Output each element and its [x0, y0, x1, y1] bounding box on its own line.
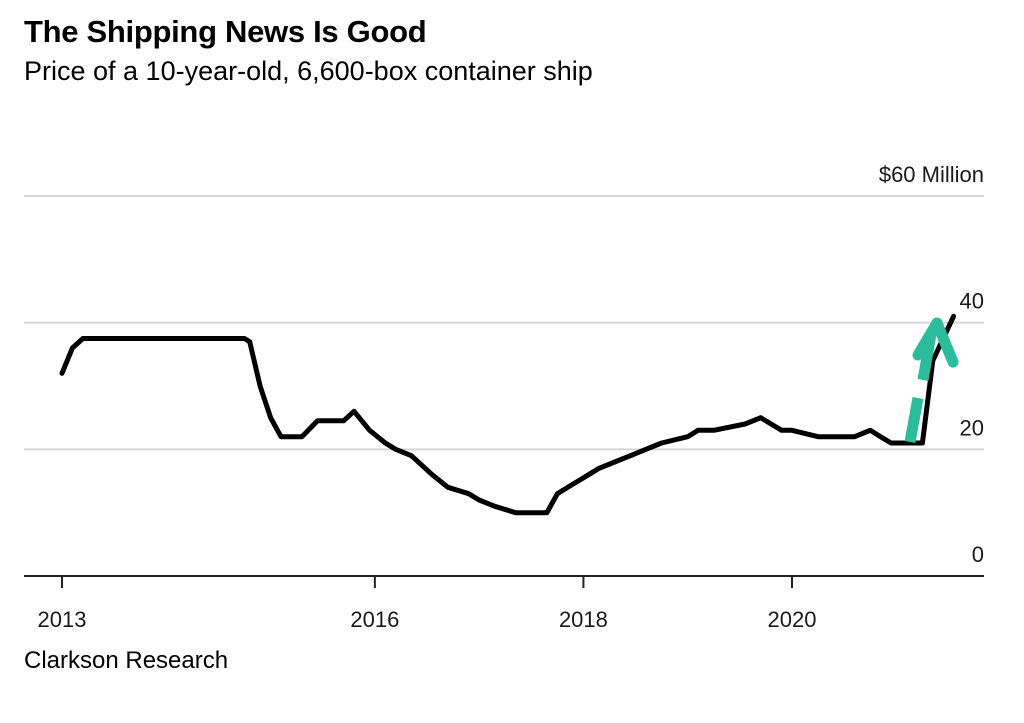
arrow-annotation	[904, 317, 959, 443]
gridlines	[24, 195, 984, 451]
arrow-head	[912, 317, 959, 368]
arrow-dash	[904, 397, 924, 443]
x-tick-label: 2018	[559, 607, 608, 632]
series-lines	[59, 313, 957, 516]
source-note: Clarkson Research	[24, 647, 229, 674]
series-line	[59, 313, 957, 516]
y-tick-label: $60 Million	[879, 162, 984, 187]
x-tick-label: 2020	[768, 607, 817, 632]
y-tick-label: 40	[960, 289, 984, 314]
x-tick-label: 2016	[350, 607, 399, 632]
x-tick-label: 2013	[38, 607, 87, 632]
chart-subtitle: Price of a 10-year-old, 6,600-box contai…	[24, 56, 593, 86]
y-axis-ticks: 0 20 40 $60 Million	[879, 162, 984, 567]
x-axis-ticks: 2013 2016 2018 2020	[38, 576, 817, 632]
y-tick-label: 20	[960, 415, 984, 440]
annotations	[904, 317, 959, 443]
y-tick-label: 0	[972, 542, 984, 567]
chart-title: The Shipping News Is Good	[24, 14, 427, 49]
